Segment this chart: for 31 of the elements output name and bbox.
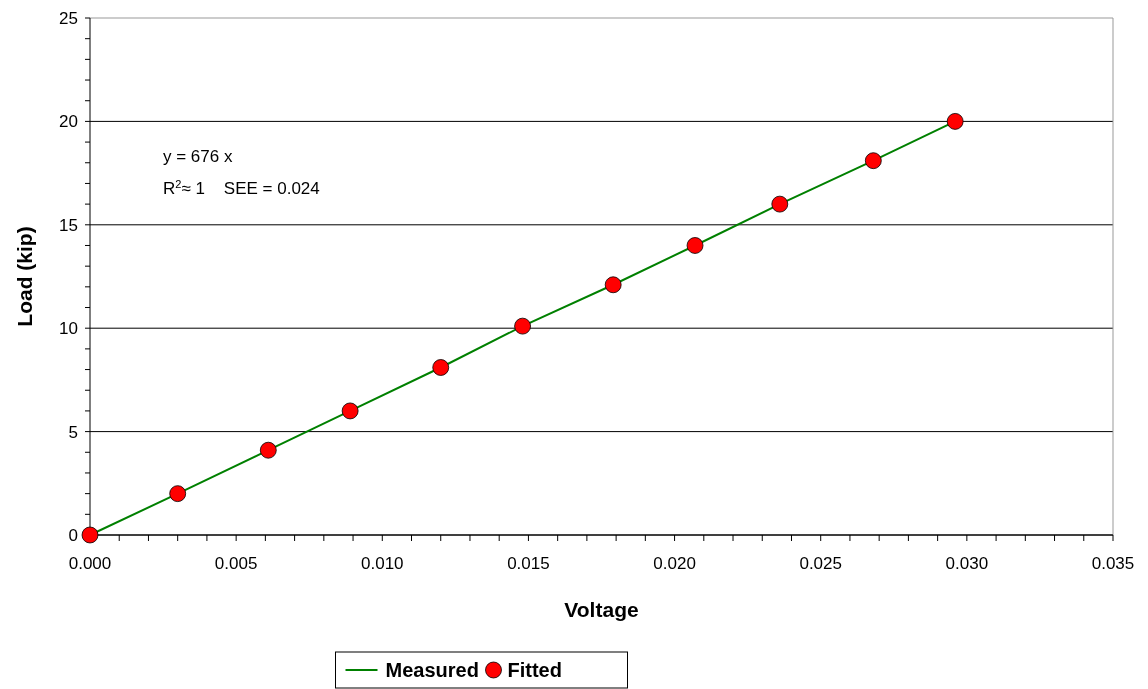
x-axis-title: Voltage	[564, 598, 639, 621]
annotation: y = 676 x	[163, 147, 233, 166]
y-axis-title: Load (kip)	[13, 226, 36, 327]
y-tick-label: 0	[68, 525, 78, 545]
annotation: R$^{2}$≈ 1 SEE = 0.024	[163, 178, 320, 198]
y-tick-label: 20	[59, 112, 78, 132]
point	[514, 317, 531, 335]
x-tick-label: 0.020	[653, 554, 696, 573]
y-tick-label: 25	[59, 8, 78, 28]
point	[81, 526, 99, 544]
point	[432, 359, 450, 376]
point	[686, 237, 704, 254]
x-tick-label: 0.015	[507, 554, 550, 573]
point	[864, 152, 882, 170]
point	[169, 485, 187, 502]
legend-label: Fitted	[507, 659, 562, 681]
x-tick-label: 0.000	[68, 554, 112, 573]
x-tick-label: 0.010	[361, 554, 404, 573]
point	[946, 113, 964, 130]
point	[604, 276, 622, 294]
x-tick-label: 0.030	[945, 554, 989, 573]
point	[771, 195, 789, 213]
legend-label: Measured	[385, 659, 479, 681]
x-tick-label: 0.025	[799, 554, 842, 573]
point	[341, 402, 359, 420]
y-tick-label: 15	[59, 215, 78, 235]
y-tick-label: 10	[59, 319, 78, 339]
x-tick-label: 0.035	[1091, 554, 1135, 573]
y-tick-label: 5	[68, 422, 78, 442]
x-tick-label: 0.005	[214, 554, 258, 573]
point	[259, 441, 277, 459]
